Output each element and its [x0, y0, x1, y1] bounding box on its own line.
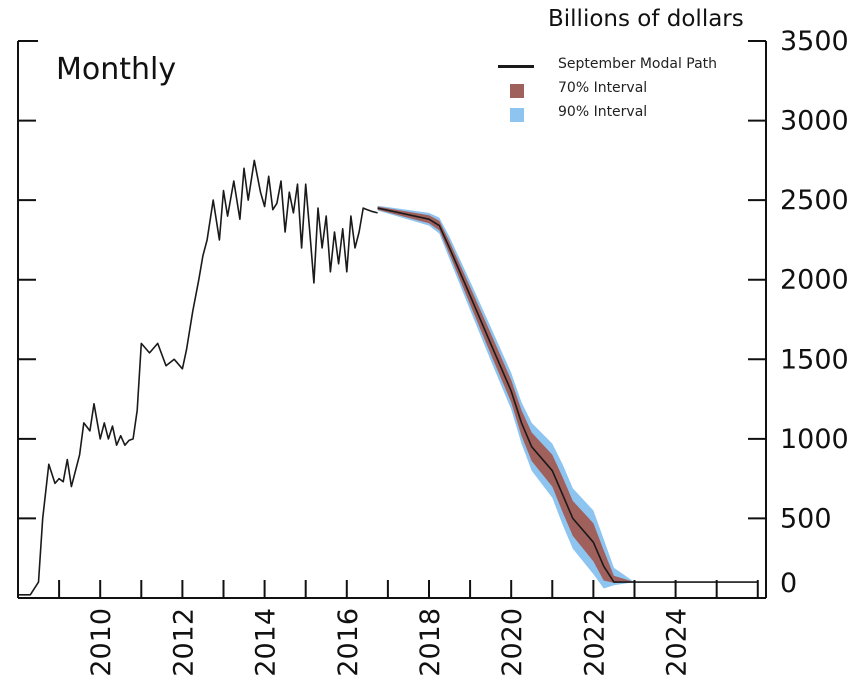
y-tick-label: 2000	[780, 265, 849, 296]
band-90-interval	[377, 205, 758, 589]
legend-line-key	[498, 65, 534, 68]
y-tick-label: 0	[780, 568, 797, 599]
series-line-layer	[18, 159, 758, 596]
y-tick-label: 1500	[780, 344, 849, 375]
x-tick-label: 2014	[251, 608, 282, 677]
y-tick-label: 2500	[780, 185, 849, 216]
y-tick-label: 500	[780, 503, 832, 534]
y-tick-label: 3500	[780, 26, 849, 57]
legend-swatch-70	[510, 84, 524, 98]
x-tick-label: 2018	[415, 608, 446, 677]
legend-swatch-90	[510, 108, 524, 122]
x-tick-label: 2020	[497, 608, 528, 677]
unit-label: Billions of dollars	[548, 6, 744, 32]
x-tick-label: 2010	[86, 608, 117, 677]
axis-layer: 0 500 1000 1500 2000 2500 3000 3500 2010 2012 2014…	[17, 26, 849, 677]
x-tick-label: 2012	[168, 608, 199, 677]
history-line	[18, 159, 378, 596]
legend-label-70-interval: 70% Interval	[558, 80, 648, 96]
y-tick-label: 1000	[780, 424, 849, 455]
y-tick-label: 3000	[780, 106, 849, 137]
x-tick-label: 2016	[333, 608, 364, 677]
legend-label-90-interval: 90% Interval	[558, 104, 648, 120]
legend-label-modal-path: September Modal Path	[558, 56, 718, 72]
x-tick-label: 2022	[579, 608, 610, 677]
frequency-label: Monthly	[56, 52, 177, 87]
band-90-layer	[377, 205, 758, 589]
x-tick-label: 2024	[662, 608, 693, 677]
